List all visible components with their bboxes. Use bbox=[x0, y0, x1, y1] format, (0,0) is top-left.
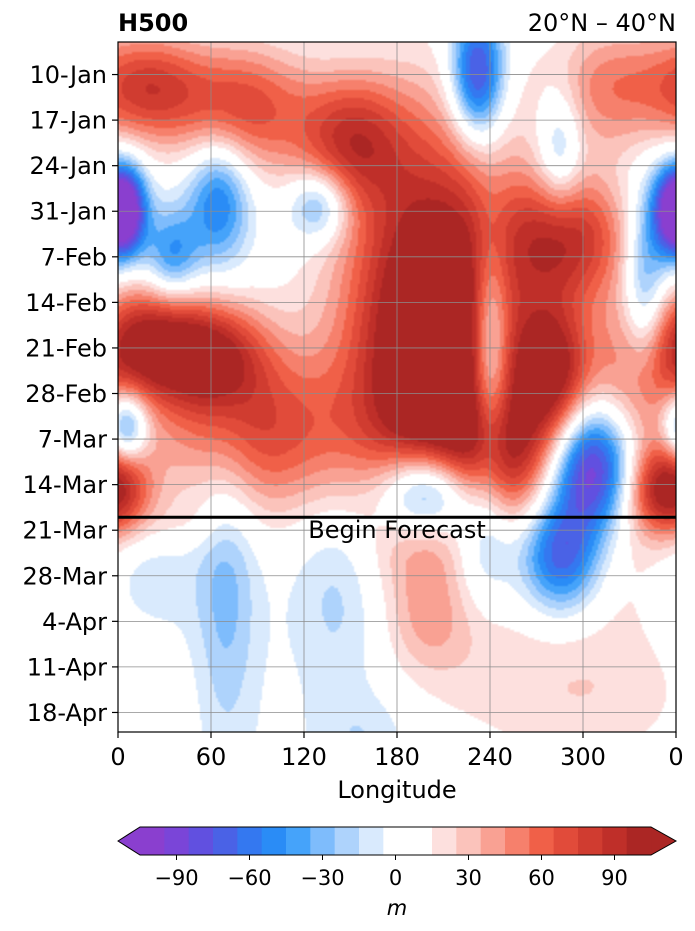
colorbar-swatch bbox=[140, 827, 165, 855]
colorbar-extend-high bbox=[651, 827, 676, 855]
chart-title-right: 20°N – 40°N bbox=[528, 9, 676, 37]
gridlines bbox=[118, 42, 676, 732]
x-axis-label: Longitude bbox=[337, 776, 456, 804]
colorbar-tick-label: 30 bbox=[455, 866, 482, 890]
x-axis: 0 60 120 180 240 300 0 bbox=[110, 732, 684, 771]
chart-title-left: H500 bbox=[118, 9, 188, 37]
colorbar-tick-label: −30 bbox=[300, 866, 344, 890]
plot-area bbox=[118, 42, 676, 732]
y-tick-label: 14-Mar bbox=[23, 471, 108, 499]
y-tick-label: 14-Feb bbox=[25, 289, 107, 317]
colorbar-swatch bbox=[383, 827, 409, 855]
colorbar-swatch bbox=[359, 827, 384, 855]
y-tick-label: 7-Feb bbox=[41, 243, 107, 271]
colorbar-swatch bbox=[456, 827, 482, 855]
y-tick-label: 28-Mar bbox=[23, 562, 108, 590]
y-tick-label: 18-Apr bbox=[27, 699, 107, 727]
x-tick-label: 120 bbox=[281, 743, 327, 771]
x-tick-label: 180 bbox=[374, 743, 420, 771]
colorbar-swatch bbox=[505, 827, 530, 855]
colorbar-swatch bbox=[578, 827, 603, 855]
y-tick-label: 7-Mar bbox=[38, 426, 107, 454]
colorbar-outline bbox=[117, 826, 678, 856]
colorbar-swatch bbox=[407, 827, 433, 855]
colorbar-swatch bbox=[213, 827, 238, 855]
x-tick-label: 300 bbox=[560, 743, 606, 771]
colorbar-swatch bbox=[529, 827, 555, 855]
x-tick-label: 60 bbox=[196, 743, 227, 771]
colorbar-swatch bbox=[334, 827, 360, 855]
colorbar-swatch bbox=[261, 827, 287, 855]
y-tick-label: 31-Jan bbox=[29, 198, 107, 226]
colorbar-tick-label: 0 bbox=[389, 866, 402, 890]
colorbar-swatch bbox=[432, 827, 457, 855]
colorbar-swatch bbox=[188, 827, 214, 855]
y-tick-label: 4-Apr bbox=[42, 608, 107, 636]
y-tick-label: 28-Feb bbox=[25, 380, 107, 408]
colorbar-swatch bbox=[626, 827, 652, 855]
y-tick-label: 10-Jan bbox=[29, 61, 107, 89]
colorbar-tick-label: 60 bbox=[528, 866, 555, 890]
colorbar: −90 −60 −30 0 30 60 90 bbox=[117, 826, 678, 890]
colorbar-label: m bbox=[387, 896, 407, 920]
y-tick-label: 24-Jan bbox=[29, 152, 107, 180]
colorbar-swatch bbox=[164, 827, 190, 855]
y-tick-label: 21-Mar bbox=[23, 517, 108, 545]
colorbar-extend-low bbox=[118, 827, 140, 855]
y-tick-label: 11-Apr bbox=[27, 653, 107, 681]
forecast-label: Begin Forecast bbox=[308, 516, 486, 544]
y-axis: 10-Jan 17-Jan 24-Jan 31-Jan 7-Feb 14-Feb 21-Fe… bbox=[23, 61, 118, 727]
colorbar-swatch bbox=[480, 827, 506, 855]
colorbar-tick-label: −60 bbox=[227, 866, 271, 890]
y-tick-label: 17-Jan bbox=[29, 107, 107, 135]
colorbar-swatch bbox=[237, 827, 263, 855]
x-tick-label: 240 bbox=[467, 743, 513, 771]
colorbar-swatch bbox=[310, 827, 336, 855]
colorbar-swatch bbox=[286, 827, 311, 855]
colorbar-tick-label: −90 bbox=[154, 866, 198, 890]
x-tick-label: 0 bbox=[110, 743, 125, 771]
colorbar-swatch bbox=[602, 827, 628, 855]
y-tick-label: 21-Feb bbox=[25, 334, 107, 362]
colorbar-swatch bbox=[553, 827, 579, 855]
x-tick-label: 0 bbox=[668, 743, 683, 771]
colorbar-tick-label: 90 bbox=[601, 866, 628, 890]
